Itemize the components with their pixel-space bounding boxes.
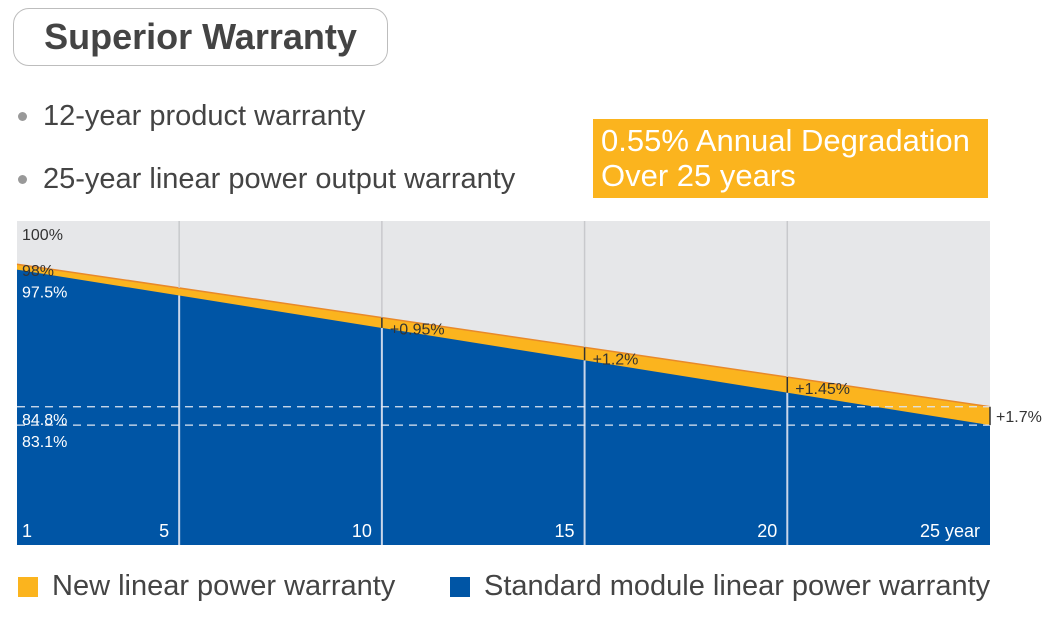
- bullet-text: 25-year linear power output warranty: [43, 163, 516, 195]
- legend-label: New linear power warranty: [52, 570, 396, 602]
- bullet-text: 12-year product warranty: [43, 100, 366, 132]
- legend-item-standard: Standard module linear power warranty: [450, 570, 990, 603]
- x-tick-label: 5: [159, 521, 169, 541]
- y-label: 97.5%: [22, 285, 67, 302]
- y-label: 84.8%: [22, 412, 67, 429]
- difference-label: +1.2%: [593, 351, 639, 368]
- legend-swatch: [18, 576, 38, 597]
- legend-item-new: New linear power warranty: [18, 570, 395, 603]
- x-tick-label: 25 year: [920, 521, 980, 541]
- difference-label: +1.7%: [996, 409, 1042, 426]
- callout-line: Over 25 years: [601, 158, 796, 193]
- legend-swatch: [450, 576, 470, 597]
- series-area-standard: [17, 269, 990, 545]
- y-label: 98%: [22, 263, 54, 280]
- legend-label: Standard module linear power warranty: [484, 570, 991, 602]
- difference-label: +1.45%: [795, 381, 850, 398]
- bullet-item: 25-year linear power output warranty: [18, 163, 515, 196]
- difference-label: +0.95%: [390, 322, 445, 339]
- x-tick-label: 1: [22, 521, 32, 541]
- bullet-icon: [18, 112, 27, 121]
- bullet-icon: [18, 175, 27, 184]
- y-label: 100%: [22, 227, 63, 244]
- x-tick-label: 20: [757, 521, 777, 541]
- x-tick-label: 15: [555, 521, 575, 541]
- bullet-item: 12-year product warranty: [18, 100, 365, 133]
- callout-line: 0.55% Annual Degradation: [601, 123, 970, 158]
- series-line-new: [16, 263, 991, 408]
- page-title: Superior Warranty: [44, 16, 357, 57]
- y-label: 83.1%: [22, 434, 67, 451]
- degradation-callout: 0.55% Annual Degradation Over 25 years: [593, 119, 988, 198]
- title-badge: Superior Warranty: [13, 8, 388, 66]
- x-tick-label: 10: [352, 521, 372, 541]
